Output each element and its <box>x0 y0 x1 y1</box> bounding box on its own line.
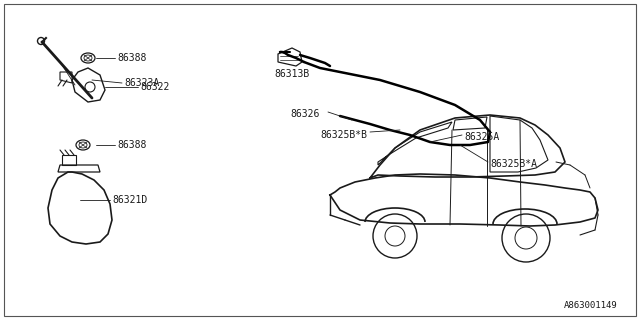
Text: 86325B*A: 86325B*A <box>490 159 537 169</box>
Text: 86325A: 86325A <box>464 132 499 142</box>
Text: 86322: 86322 <box>140 82 170 92</box>
Text: 86325B*B: 86325B*B <box>320 130 367 140</box>
Text: 86388: 86388 <box>117 140 147 150</box>
Text: 86326: 86326 <box>290 109 319 119</box>
Text: 86388: 86388 <box>117 53 147 63</box>
Text: 86313B: 86313B <box>274 69 309 79</box>
Text: 86323A: 86323A <box>124 78 159 88</box>
Text: 86321D: 86321D <box>112 195 147 205</box>
Text: A863001149: A863001149 <box>564 301 618 310</box>
